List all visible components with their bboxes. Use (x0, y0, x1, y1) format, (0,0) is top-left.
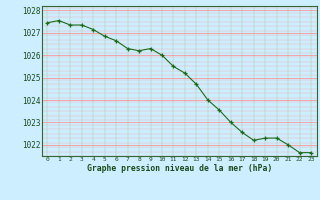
X-axis label: Graphe pression niveau de la mer (hPa): Graphe pression niveau de la mer (hPa) (87, 164, 272, 173)
